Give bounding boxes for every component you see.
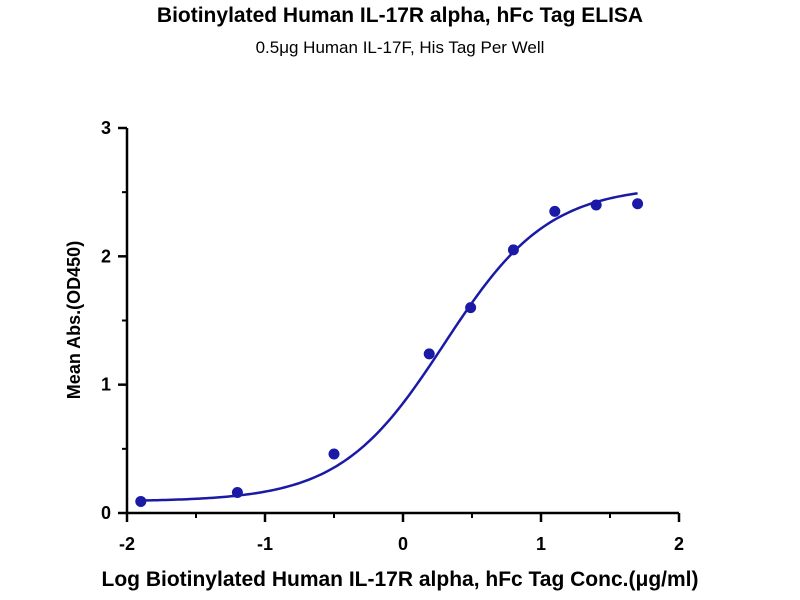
y-axis-label: Mean Abs.(OD450) [64, 241, 84, 399]
x-tick-label: 1 [536, 534, 546, 554]
data-point [549, 205, 561, 217]
data-point [231, 486, 243, 498]
x-tick-label: 2 [674, 534, 684, 554]
x-tick-label: 0 [398, 534, 408, 554]
y-tick-label: 2 [101, 246, 111, 266]
data-point [507, 244, 519, 256]
data-point [135, 495, 147, 507]
y-tick-label: 0 [101, 503, 111, 523]
fit-curve [140, 192, 638, 502]
axes: 0 1 2 3 -2 -1 0 1 2 [101, 118, 684, 554]
x-axis-label: Log Biotinylated Human IL-17R alpha, hFc… [102, 568, 699, 591]
data-point [328, 448, 340, 460]
x-tick-label: -1 [257, 534, 273, 554]
y-tick-label: 1 [101, 375, 111, 395]
y-tick-label: 3 [101, 118, 111, 138]
data-point [590, 199, 602, 211]
chart-subtitle: 0.5μg Human IL-17F, His Tag Per Well [255, 38, 545, 57]
data-points [135, 198, 644, 507]
data-point [465, 302, 477, 314]
chart-title: Biotinylated Human IL-17R alpha, hFc Tag… [156, 4, 644, 27]
x-tick-label: -2 [119, 534, 135, 554]
data-point [632, 198, 644, 210]
data-point [423, 348, 435, 360]
